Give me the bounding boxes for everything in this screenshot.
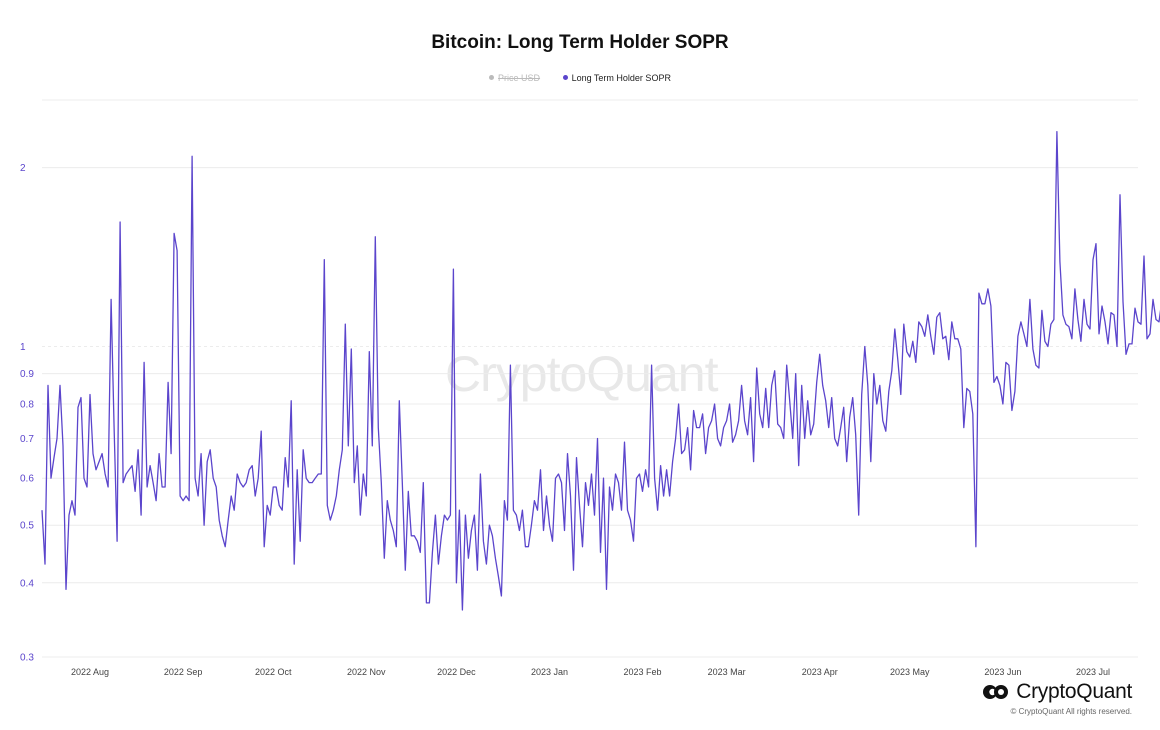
x-tick-label: 2023 Apr [802, 667, 838, 677]
y-tick-label: 2 [20, 163, 26, 174]
legend-item-price-usd[interactable]: Price USD [489, 73, 540, 83]
x-tick-label: 2022 Nov [347, 667, 386, 677]
x-tick-label: 2022 Aug [71, 667, 109, 677]
brand: CryptoQuant [982, 680, 1132, 704]
x-tick-label: 2022 Oct [255, 667, 292, 677]
y-tick-label: 0.9 [20, 369, 34, 380]
x-tick-label: 2022 Sep [164, 667, 203, 677]
legend-item-lth-sopr[interactable]: Long Term Holder SOPR [562, 73, 671, 83]
x-tick-label: 2023 Feb [624, 667, 662, 677]
y-tick-label: 0.4 [20, 578, 34, 589]
x-tick-label: 2023 Jun [984, 667, 1021, 677]
series-line-lth-sopr [41, 130, 1160, 611]
y-tick-label: 0.7 [20, 434, 34, 445]
legend-dot-price-usd [489, 75, 495, 81]
chart-title: Bitcoin: Long Term Holder SOPR [431, 32, 729, 53]
x-tick-label: 2023 Jan [531, 667, 568, 677]
brand-name: CryptoQuant [1016, 680, 1132, 703]
x-tick-label: 2023 Jul [1076, 667, 1110, 677]
y-tick-label: 1 [20, 342, 26, 353]
x-tick-label: 2023 Mar [708, 667, 746, 677]
y-tick-label: 0.3 [20, 653, 34, 664]
cryptoquant-logo-icon [983, 685, 1009, 699]
legend-dot-lth-sopr [562, 75, 568, 81]
legend-label-price-usd: Price USD [498, 73, 541, 83]
y-tick-label: 0.8 [20, 400, 34, 411]
legend: Price USD Long Term Holder SOPR [0, 73, 1160, 83]
x-tick-label: 2023 May [890, 667, 930, 677]
y-tick-label: 0.6 [20, 474, 34, 485]
y-tick-label: 0.5 [20, 521, 34, 532]
legend-label-lth-sopr: Long Term Holder SOPR [571, 73, 671, 83]
copyright: © CryptoQuant All rights reserved. [1010, 707, 1133, 716]
x-tick-label: 2022 Dec [437, 667, 476, 677]
